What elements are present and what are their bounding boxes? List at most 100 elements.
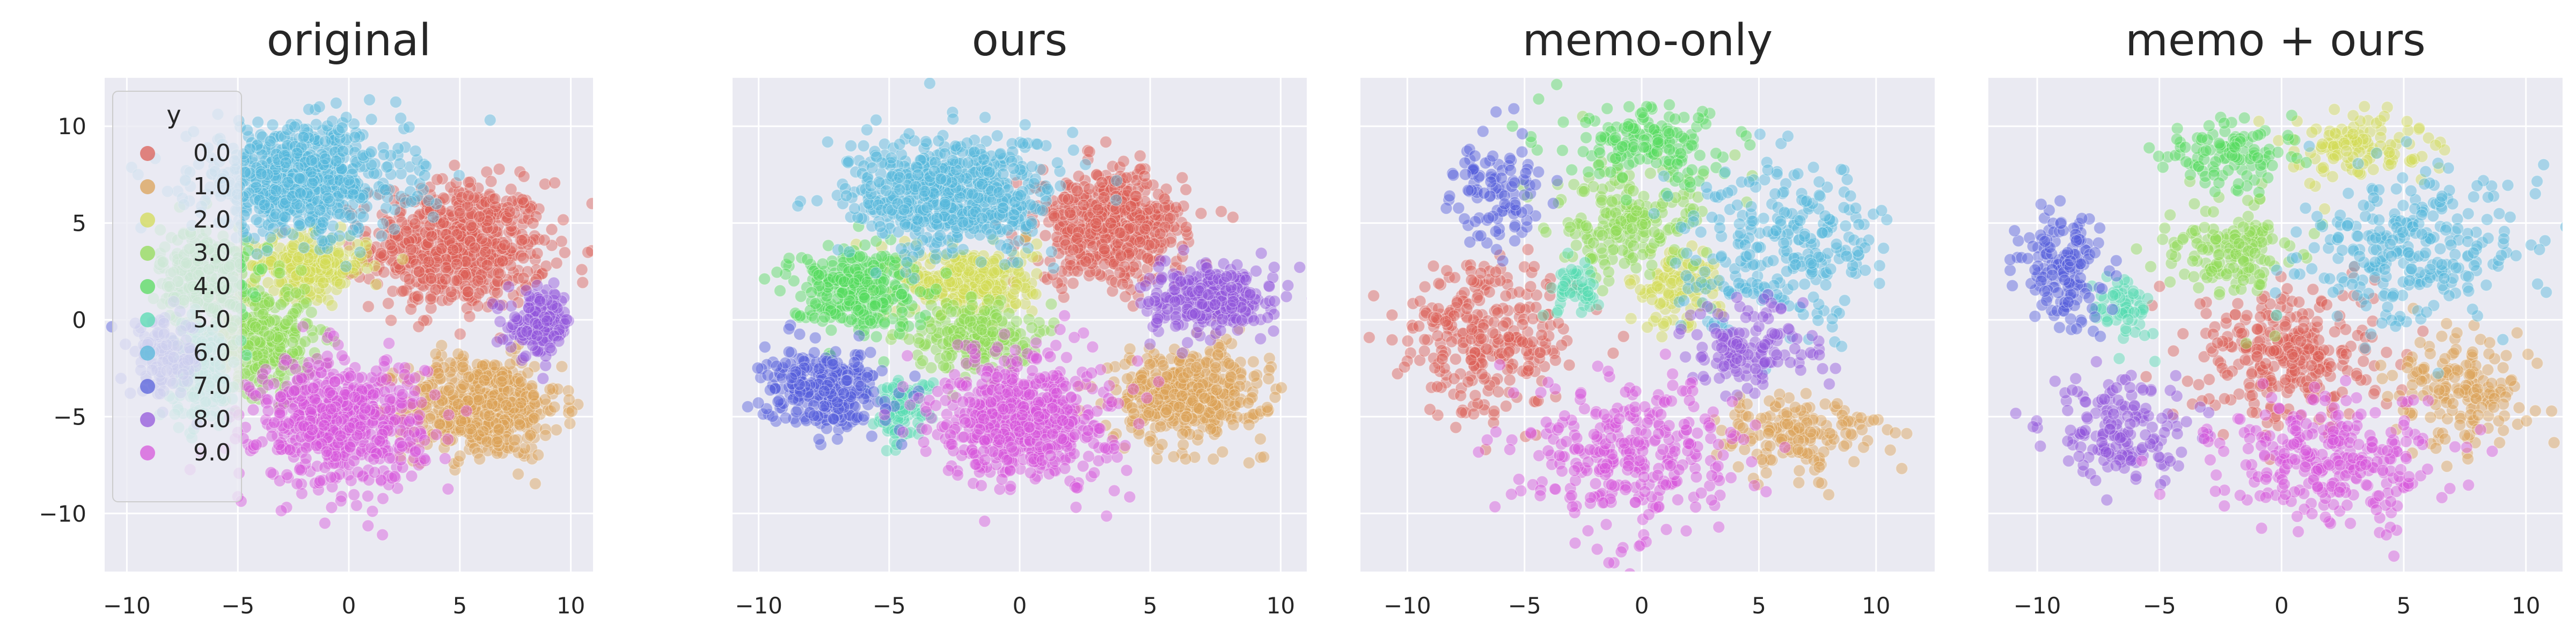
scatter-point bbox=[453, 272, 466, 285]
scatter-point bbox=[261, 393, 274, 406]
scatter-point bbox=[495, 375, 508, 389]
scatter-point bbox=[411, 290, 425, 303]
scatter-point bbox=[257, 308, 269, 321]
scatter-point bbox=[515, 249, 528, 262]
scatter-point bbox=[343, 421, 356, 434]
scatter-point bbox=[327, 330, 340, 342]
scatter-point bbox=[476, 238, 489, 252]
scatter-point bbox=[429, 194, 442, 207]
scatter-point bbox=[408, 371, 421, 384]
scatter-point bbox=[487, 266, 500, 279]
scatter-point bbox=[346, 188, 360, 201]
scatter-point bbox=[460, 232, 473, 245]
scatter-point bbox=[491, 257, 504, 269]
scatter-point bbox=[485, 267, 498, 280]
scatter-point bbox=[492, 251, 505, 265]
scatter-point bbox=[465, 294, 478, 307]
scatter-point bbox=[486, 240, 499, 253]
scatter-point bbox=[283, 443, 297, 457]
scatter-point bbox=[465, 267, 478, 280]
scatter-point bbox=[384, 254, 398, 267]
scatter-point bbox=[1048, 210, 1060, 223]
scatter-point bbox=[450, 221, 464, 233]
scatter-point bbox=[1222, 357, 1235, 370]
scatter-point bbox=[425, 302, 437, 314]
scatter-point bbox=[1116, 277, 1129, 290]
scatter-point bbox=[472, 181, 485, 195]
scatter-point bbox=[434, 211, 448, 224]
scatter-point bbox=[365, 145, 378, 158]
scatter-point bbox=[281, 314, 295, 327]
scatter-point bbox=[401, 252, 414, 266]
scatter-point bbox=[483, 188, 496, 201]
y-tick-label: −10 bbox=[39, 501, 86, 527]
scatter-point bbox=[1071, 265, 1084, 278]
scatter-point bbox=[339, 260, 353, 273]
scatter-point bbox=[382, 221, 396, 234]
scatter-point bbox=[406, 296, 419, 309]
scatter-point bbox=[508, 207, 521, 219]
scatter-point bbox=[415, 248, 429, 261]
panel-title: original bbox=[267, 15, 431, 66]
scatter-point bbox=[458, 239, 471, 252]
scatter-point bbox=[562, 393, 576, 406]
scatter-point bbox=[427, 210, 440, 224]
scatter-point bbox=[354, 252, 367, 266]
scatter-point bbox=[1180, 410, 1193, 423]
scatter-point bbox=[491, 286, 504, 299]
scatter-point bbox=[408, 384, 421, 397]
scatter-point bbox=[436, 217, 449, 230]
scatter-point bbox=[438, 193, 452, 206]
scatter-point bbox=[459, 216, 472, 229]
scatter-point bbox=[441, 220, 454, 233]
scatter-point bbox=[458, 198, 472, 211]
scatter-point bbox=[1114, 226, 1127, 239]
scatter-point bbox=[1095, 176, 1109, 189]
scatter-point bbox=[293, 463, 306, 476]
scatter-point bbox=[1099, 135, 1113, 149]
scatter-point bbox=[472, 287, 486, 300]
scatter-point bbox=[323, 386, 336, 399]
scatter-point bbox=[409, 290, 422, 303]
scatter-point bbox=[378, 355, 391, 368]
scatter-point bbox=[420, 238, 433, 251]
scatter-point bbox=[488, 279, 502, 292]
scatter-point bbox=[1169, 201, 1183, 214]
scatter-point bbox=[1179, 183, 1192, 196]
scatter-point bbox=[367, 452, 380, 466]
scatter-point bbox=[1062, 193, 1075, 206]
scatter-point bbox=[507, 249, 519, 262]
scatter-point bbox=[1177, 438, 1190, 451]
scatter-point bbox=[538, 178, 552, 191]
scatter-point bbox=[489, 254, 502, 268]
scatter-point bbox=[451, 228, 464, 241]
scatter-point bbox=[492, 225, 504, 239]
scatter-point bbox=[305, 306, 318, 319]
scatter-point bbox=[437, 252, 450, 265]
scatter-point bbox=[513, 418, 526, 431]
scatter-point bbox=[456, 230, 469, 244]
scatter-point bbox=[318, 419, 331, 432]
scatter-point bbox=[470, 266, 483, 279]
scatter-point bbox=[488, 358, 501, 371]
scatter-point bbox=[480, 165, 493, 179]
scatter-point bbox=[491, 435, 504, 449]
scatter-point bbox=[433, 418, 446, 430]
scatter-point bbox=[435, 224, 449, 237]
scatter-point bbox=[459, 283, 472, 296]
scatter-point bbox=[289, 287, 303, 299]
scatter-point bbox=[492, 210, 505, 224]
scatter-point bbox=[477, 261, 490, 274]
scatter-point bbox=[524, 247, 537, 260]
scatter-point bbox=[336, 145, 349, 158]
scatter-point bbox=[514, 397, 528, 409]
scatter-point bbox=[345, 207, 358, 221]
scatter-point bbox=[425, 262, 438, 275]
scatter-point bbox=[449, 240, 462, 253]
scatter-point bbox=[255, 167, 268, 180]
scatter-point bbox=[466, 294, 480, 307]
scatter-point bbox=[528, 229, 541, 243]
scatter-point bbox=[405, 243, 418, 256]
scatter-point bbox=[493, 423, 506, 436]
scatter-point bbox=[377, 249, 390, 262]
